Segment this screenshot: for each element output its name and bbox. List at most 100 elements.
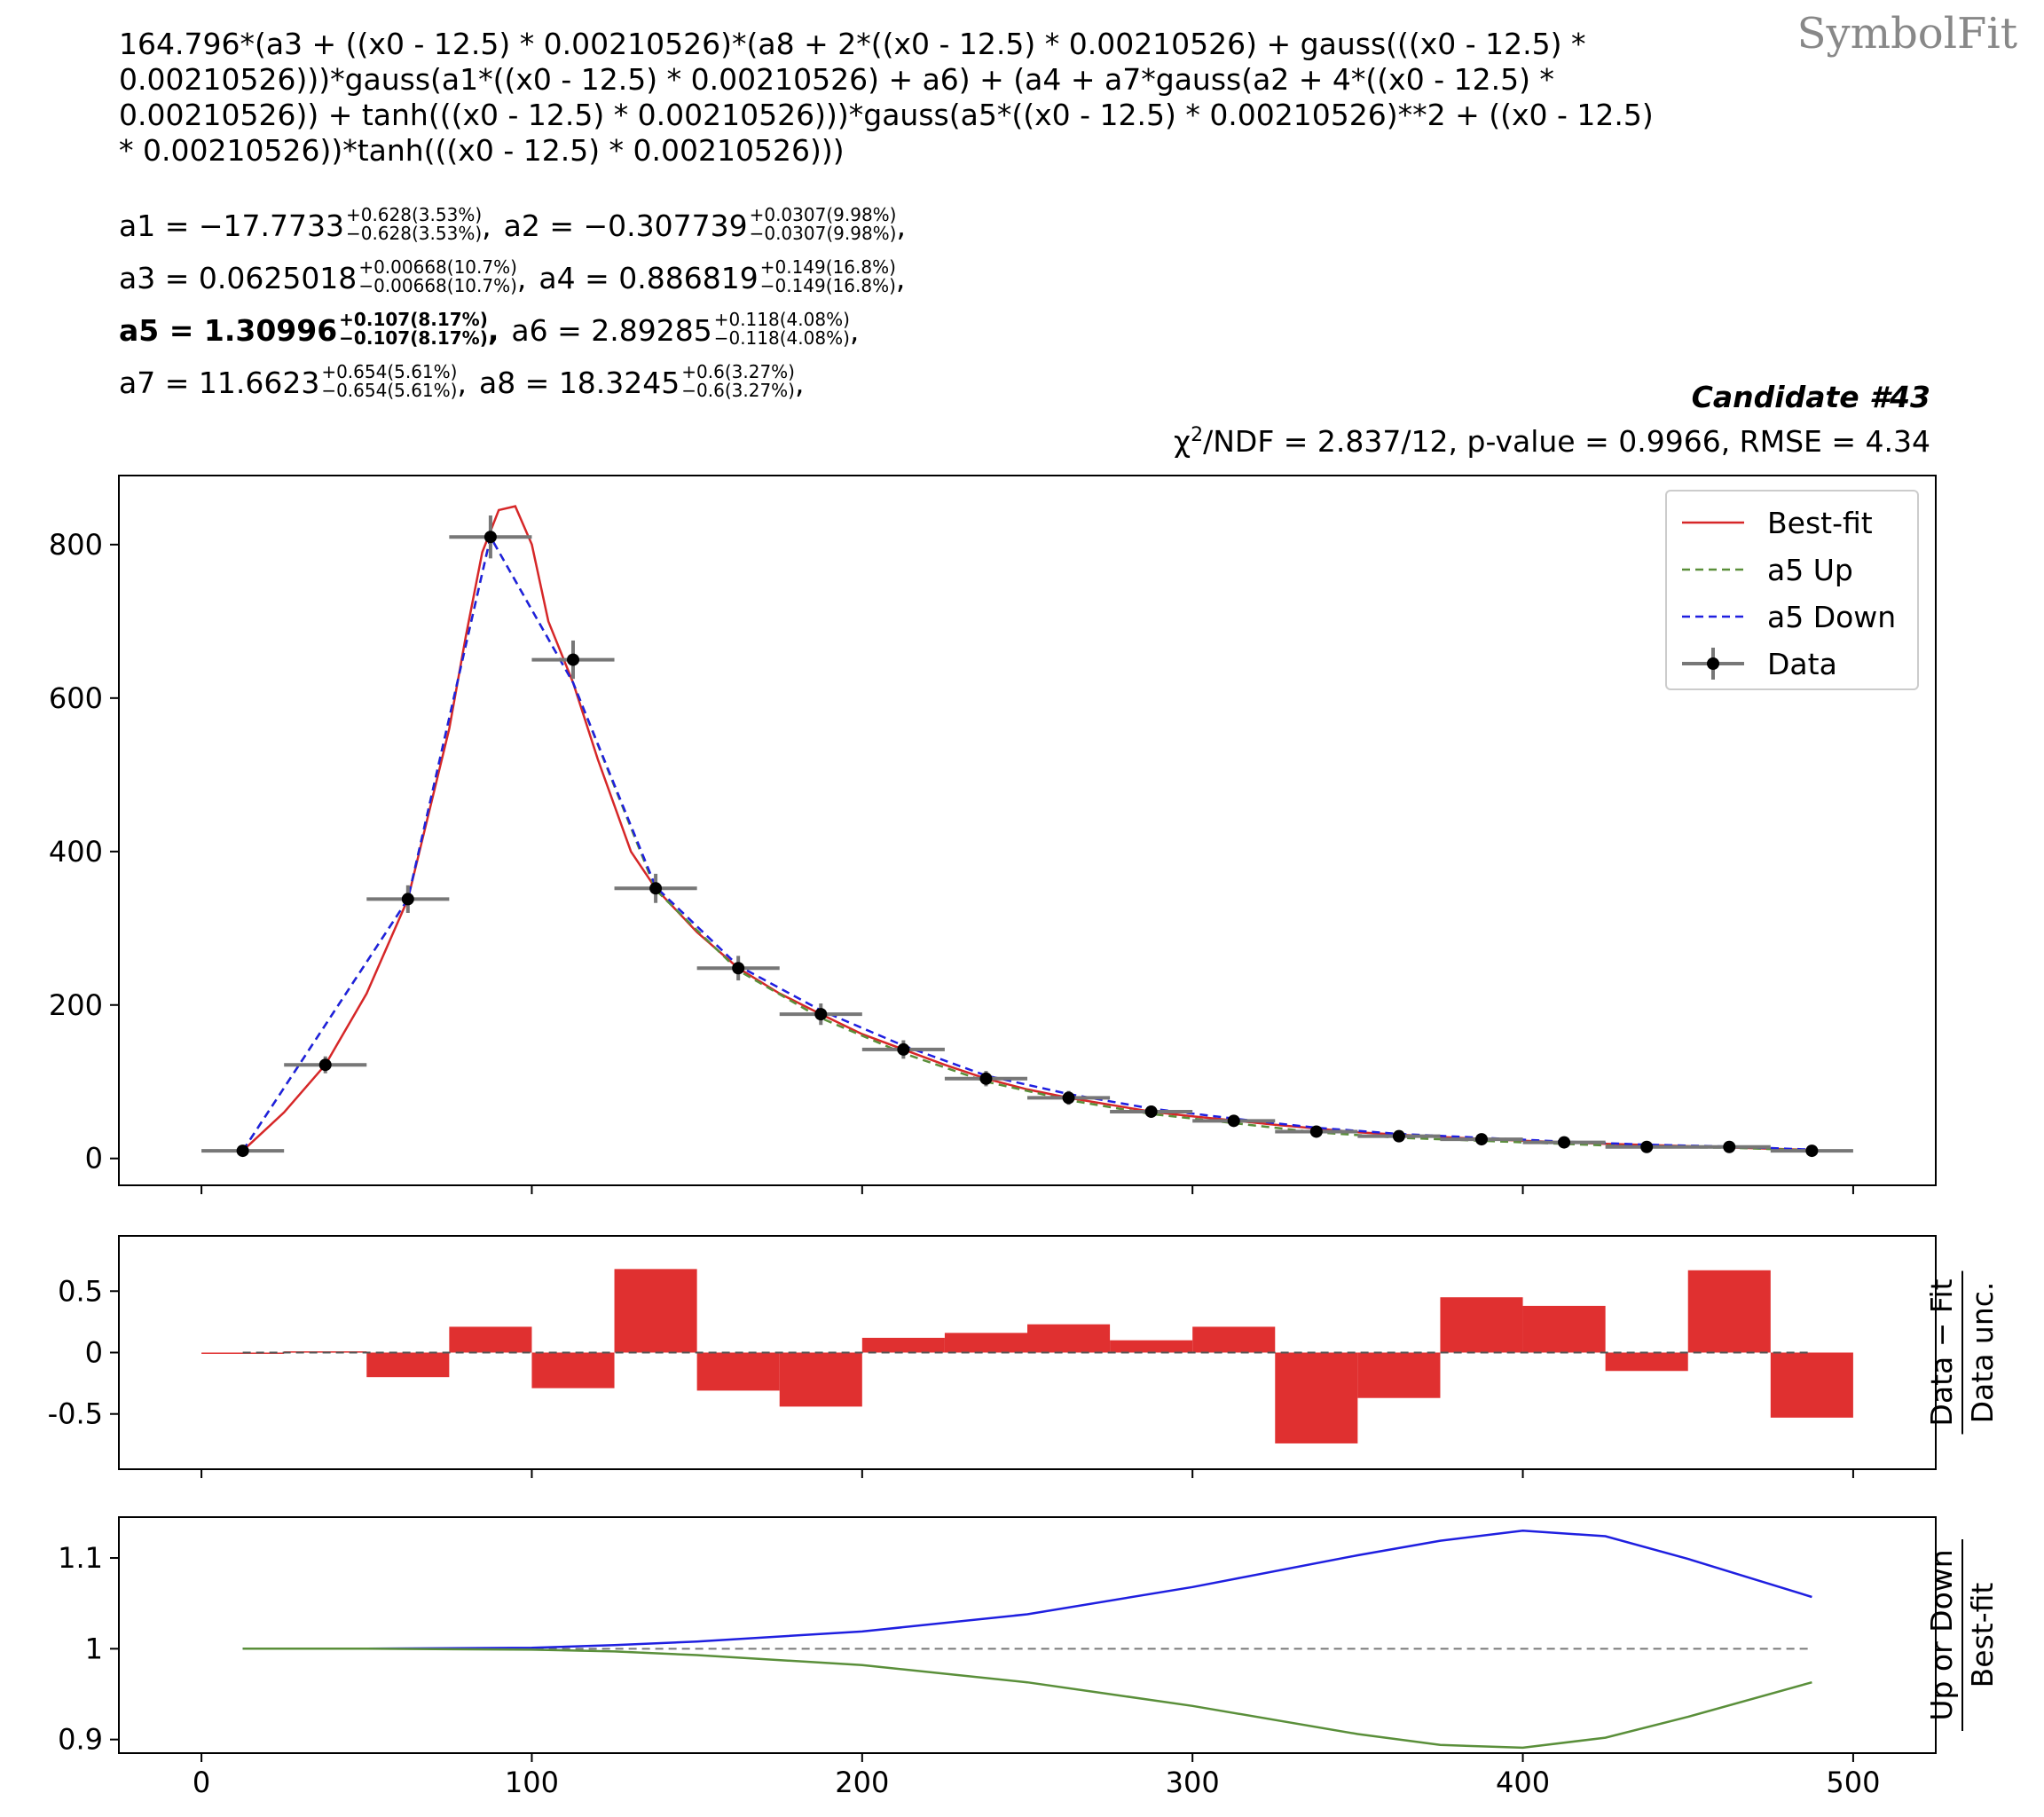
y-axis-label-denominator: Data unc. (1965, 1282, 2000, 1424)
parameter-row: a5 = 1.30996 +0.107(8.17%) −0.107(8.17%), a… (119, 310, 871, 351)
data-point (1392, 1129, 1405, 1143)
residual-bar (1770, 1352, 1853, 1418)
y-tick-label: 0 (85, 1142, 103, 1176)
data-point (1062, 1091, 1075, 1105)
parameter-a2: a2 = −0.307739 +0.0307(9.98%) −0.0307(9.98… (503, 203, 906, 247)
y-tick-label: 0 (85, 1336, 103, 1370)
ratio-a5-up (242, 1648, 1812, 1750)
y-tick-label: 600 (49, 681, 103, 715)
y-tick-label: 800 (49, 528, 103, 562)
y-axis-label: Up or Down Best-fit (1924, 1539, 2000, 1731)
y-tick-label: 200 (49, 988, 103, 1022)
residual-bar (449, 1326, 532, 1353)
residual-bar (531, 1352, 615, 1388)
residual-bar (1440, 1297, 1523, 1353)
residual-bar (366, 1352, 450, 1378)
parameter-uncertainty: +0.149(16.8%) −0.149(16.8%) (759, 256, 896, 296)
data-point (732, 962, 745, 975)
legend-label: a5 Down (1767, 600, 1896, 634)
residual-bar (1192, 1326, 1276, 1353)
x-tick-label: 100 (505, 1766, 559, 1799)
uncertainty-up: +0.149(16.8%) (759, 256, 896, 278)
data-point (1805, 1144, 1819, 1158)
uncertainty-up: +0.0307(9.98%) (749, 203, 897, 225)
separator: , (487, 313, 499, 348)
data-point (483, 531, 497, 544)
data-point (1475, 1133, 1488, 1146)
legend-label: Best-fit (1767, 506, 1873, 540)
fit-statistics-text: /NDF = 2.837/12, p-value = 0.9966, RMSE … (1203, 424, 1930, 459)
data-point (979, 1072, 993, 1085)
data-point (814, 1008, 828, 1021)
data-point (1227, 1114, 1240, 1128)
uncertainty-down: −0.654(5.61%) (321, 379, 458, 401)
uncertainty-down: −0.107(8.17%) (339, 326, 488, 349)
parameter-row: a7 = 11.6623 +0.654(5.61%) −0.654(5.61%), a… (119, 360, 817, 404)
uncertainty-up: +0.654(5.61%) (321, 360, 458, 382)
parameter-row: a3 = 0.0625018 +0.00668(10.7%) −0.00668(10… (119, 256, 917, 299)
parameter-value: a2 = −0.307739 (503, 208, 748, 243)
data-point (318, 1058, 332, 1072)
legend-marker (1707, 657, 1719, 670)
residual-bar (1605, 1352, 1688, 1372)
y-tick-label: 1 (85, 1632, 103, 1665)
main-panel: 0 200 400 600 800 Best-fit a5 Up a5 Down Data (49, 475, 1937, 1194)
uncertainty-down: −0.149(16.8%) (759, 274, 896, 296)
uncertainty-down: −0.0307(9.98%) (749, 222, 897, 244)
parameter-uncertainty: +0.0307(9.98%) −0.0307(9.98%) (749, 203, 897, 244)
uncertainty-up: +0.628(3.53%) (345, 203, 483, 225)
parameter-a8: a8 = 18.3245 +0.6(3.27%) −0.6(3.27%), (478, 362, 805, 404)
residual-bar (1027, 1324, 1111, 1353)
ratio-panel: 0 100 200 300 400 500 1.1 1 0.9 Up or Down Best-fi… (58, 1516, 2000, 1799)
data-point (897, 1042, 910, 1056)
data-point (649, 882, 663, 895)
residual-panel: 0.5 0 -0.5 Data − Fit Data unc. (48, 1235, 2000, 1478)
data-point (1309, 1125, 1323, 1138)
y-axis-label: Data − Fit Data unc. (1924, 1270, 2000, 1435)
y-axis-label-denominator: Best-fit (1965, 1583, 2000, 1688)
curve-a5-up (241, 533, 1812, 1152)
separator: , (516, 261, 527, 295)
uncertainty-down: −0.118(4.08%) (713, 326, 850, 349)
y-tick-label: 400 (49, 835, 103, 869)
parameter-a5: a5 = 1.30996 +0.107(8.17%) −0.107(8.17%), (119, 310, 499, 351)
data-point (567, 653, 579, 666)
x-tick-label: 500 (1826, 1766, 1880, 1799)
data-point (236, 1144, 249, 1158)
parameter-a3: a3 = 0.0625018 +0.00668(10.7%) −0.00668(10… (119, 256, 527, 299)
data-point (1558, 1136, 1571, 1149)
fit-formula: 164.796*(a3 + ((x0 - 12.5) * 0.00210526)… (119, 27, 1663, 168)
x-tick-label: 0 (193, 1766, 210, 1799)
residual-bar (1357, 1352, 1441, 1398)
data-point (1144, 1105, 1158, 1118)
separator: , (896, 208, 906, 243)
legend-box (1665, 490, 1919, 690)
legend-label: Data (1767, 647, 1837, 681)
plot-frame (118, 1516, 1937, 1754)
legend-label: a5 Up (1767, 553, 1853, 587)
uncertainty-down: −0.00668(10.7%) (358, 274, 517, 296)
symbolfit-logo: SymbolFit (1796, 9, 2017, 59)
parameter-value: a4 = 0.886819 (539, 261, 759, 295)
parameter-a4: a4 = 0.886819 +0.149(16.8%) −0.149(16.8%), (539, 256, 906, 299)
residual-bar (779, 1352, 862, 1407)
uncertainty-down: −0.6(3.27%) (681, 379, 795, 401)
parameter-value: a8 = 18.3245 (478, 366, 680, 400)
x-tick-label: 200 (835, 1766, 889, 1799)
y-axis-label-numerator: Data − Fit (1924, 1278, 1959, 1426)
chi2-superscript: 2 (1191, 424, 1204, 446)
y-tick-label: -0.5 (48, 1397, 103, 1431)
residual-bar (944, 1333, 1027, 1353)
separator: , (795, 366, 805, 400)
separator: , (895, 261, 906, 295)
x-tick-label: 400 (1496, 1766, 1550, 1799)
parameter-uncertainty: +0.118(4.08%) −0.118(4.08%) (713, 310, 850, 349)
parameter-uncertainty: +0.6(3.27%) −0.6(3.27%) (681, 362, 795, 401)
residual-bar (696, 1352, 780, 1391)
separator: , (457, 366, 467, 400)
parameter-value: a3 = 0.0625018 (119, 261, 358, 295)
uncertainty-up: +0.00668(10.7%) (358, 256, 517, 278)
y-tick-label: 0.5 (58, 1274, 103, 1308)
y-axis-label-numerator: Up or Down (1924, 1549, 1959, 1720)
